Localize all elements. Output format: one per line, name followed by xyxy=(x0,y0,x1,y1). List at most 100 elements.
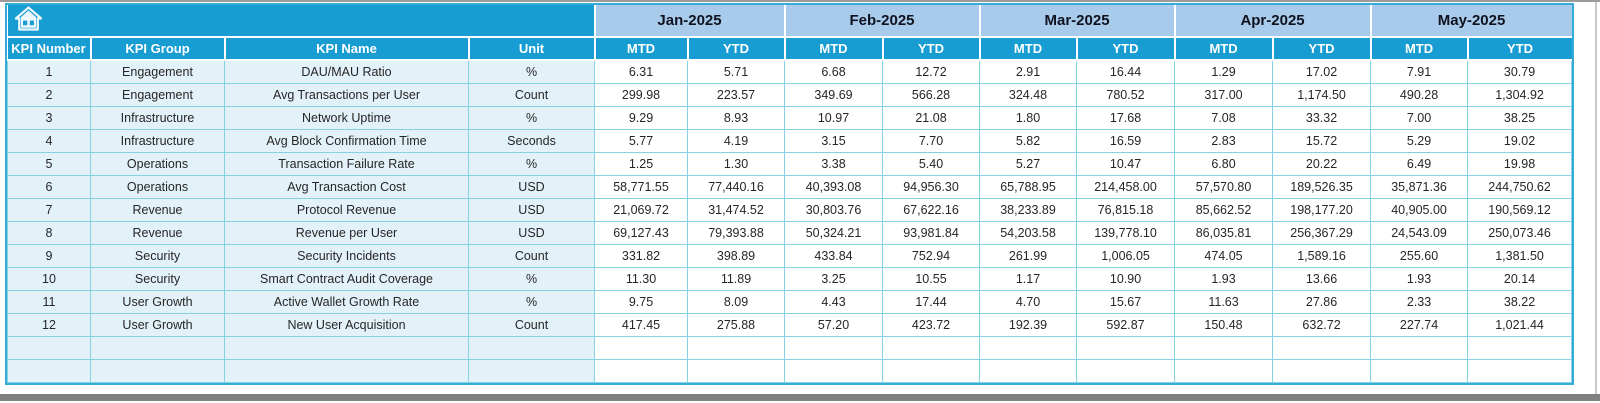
empty-cell[interactable] xyxy=(1076,335,1176,360)
home-icon[interactable] xyxy=(14,5,42,32)
kpi-group-cell[interactable]: User Growth xyxy=(90,289,225,314)
kpi-name-cell[interactable]: Security Incidents xyxy=(224,243,469,268)
empty-cell[interactable] xyxy=(1370,335,1469,360)
value-cell-apr-ytd[interactable]: 1,589.16 xyxy=(1272,243,1372,268)
kpi-unit-cell[interactable]: % xyxy=(468,289,595,314)
value-cell-jan-ytd[interactable]: 11.89 xyxy=(687,266,785,291)
value-cell-apr-ytd[interactable]: 33.32 xyxy=(1272,105,1372,130)
value-cell-may-ytd[interactable]: 38.25 xyxy=(1467,105,1573,130)
value-cell-feb-mtd[interactable]: 3.25 xyxy=(784,266,883,291)
kpi-group-cell[interactable]: Security xyxy=(90,243,225,268)
empty-cell[interactable] xyxy=(784,335,883,360)
kpi-group-cell[interactable]: Engagement xyxy=(90,59,225,84)
value-cell-jan-mtd[interactable]: 9.29 xyxy=(594,105,688,130)
value-cell-apr-mtd[interactable]: 2.83 xyxy=(1174,128,1274,153)
kpi-name-cell[interactable]: Revenue per User xyxy=(224,220,469,245)
value-cell-apr-ytd[interactable]: 189,526.35 xyxy=(1272,174,1372,199)
value-cell-may-mtd[interactable]: 2.33 xyxy=(1370,289,1469,314)
empty-cell[interactable] xyxy=(1272,335,1372,360)
value-cell-feb-ytd[interactable]: 752.94 xyxy=(881,243,981,268)
value-cell-may-ytd[interactable]: 19.02 xyxy=(1467,128,1573,153)
value-cell-apr-mtd[interactable]: 474.05 xyxy=(1174,243,1274,268)
value-cell-may-mtd[interactable]: 35,871.36 xyxy=(1370,174,1469,199)
value-cell-may-mtd[interactable]: 7.91 xyxy=(1370,59,1469,84)
value-cell-apr-ytd[interactable]: 632.72 xyxy=(1272,312,1372,337)
kpi-unit-cell[interactable]: USD xyxy=(468,174,595,199)
empty-cell[interactable] xyxy=(784,358,883,383)
col-header-feb-2025-mtd[interactable]: MTD xyxy=(783,37,883,61)
value-cell-apr-mtd[interactable]: 6.80 xyxy=(1174,151,1274,176)
value-cell-may-mtd[interactable]: 7.00 xyxy=(1370,105,1469,130)
value-cell-mar-mtd[interactable]: 1.80 xyxy=(979,105,1078,130)
kpi-number-cell[interactable]: 3 xyxy=(7,105,91,130)
value-cell-apr-ytd[interactable]: 15.72 xyxy=(1272,128,1372,153)
value-cell-apr-mtd[interactable]: 85,662.52 xyxy=(1174,197,1274,222)
kpi-name-cell[interactable]: Network Uptime xyxy=(224,105,469,130)
value-cell-may-mtd[interactable]: 1.93 xyxy=(1370,266,1469,291)
value-cell-feb-ytd[interactable]: 94,956.30 xyxy=(881,174,981,199)
value-cell-feb-ytd[interactable]: 12.72 xyxy=(881,59,981,84)
value-cell-mar-ytd[interactable]: 10.47 xyxy=(1076,151,1176,176)
col-header-kpi-number[interactable]: KPI Number xyxy=(7,37,91,61)
value-cell-jan-ytd[interactable]: 4.19 xyxy=(687,128,785,153)
value-cell-apr-mtd[interactable]: 86,035.81 xyxy=(1174,220,1274,245)
empty-cell[interactable] xyxy=(7,335,91,360)
value-cell-jan-mtd[interactable]: 21,069.72 xyxy=(594,197,688,222)
value-cell-feb-ytd[interactable]: 566.28 xyxy=(881,82,981,107)
value-cell-mar-ytd[interactable]: 139,778.10 xyxy=(1076,220,1176,245)
value-cell-feb-mtd[interactable]: 349.69 xyxy=(784,82,883,107)
empty-cell[interactable] xyxy=(881,358,981,383)
col-header-jan-2025-mtd[interactable]: MTD xyxy=(593,37,688,61)
value-cell-feb-ytd[interactable]: 7.70 xyxy=(881,128,981,153)
value-cell-mar-ytd[interactable]: 780.52 xyxy=(1076,82,1176,107)
col-header-kpi-name[interactable]: KPI Name xyxy=(223,37,469,61)
empty-cell[interactable] xyxy=(687,358,785,383)
kpi-number-cell[interactable]: 4 xyxy=(7,128,91,153)
value-cell-apr-mtd[interactable]: 317.00 xyxy=(1174,82,1274,107)
kpi-unit-cell[interactable]: USD xyxy=(468,197,595,222)
kpi-group-cell[interactable]: Security xyxy=(90,266,225,291)
value-cell-feb-ytd[interactable]: 21.08 xyxy=(881,105,981,130)
value-cell-may-mtd[interactable]: 255.60 xyxy=(1370,243,1469,268)
value-cell-mar-ytd[interactable]: 76,815.18 xyxy=(1076,197,1176,222)
kpi-group-cell[interactable]: User Growth xyxy=(90,312,225,337)
kpi-number-cell[interactable]: 12 xyxy=(7,312,91,337)
value-cell-jan-mtd[interactable]: 417.45 xyxy=(594,312,688,337)
value-cell-jan-mtd[interactable]: 1.25 xyxy=(594,151,688,176)
empty-cell[interactable] xyxy=(224,335,469,360)
kpi-group-cell[interactable]: Engagement xyxy=(90,82,225,107)
value-cell-mar-ytd[interactable]: 592.87 xyxy=(1076,312,1176,337)
empty-cell[interactable] xyxy=(1174,358,1274,383)
empty-cell[interactable] xyxy=(1370,358,1469,383)
value-cell-jan-ytd[interactable]: 8.09 xyxy=(687,289,785,314)
value-cell-feb-mtd[interactable]: 50,324.21 xyxy=(784,220,883,245)
value-cell-mar-mtd[interactable]: 54,203.58 xyxy=(979,220,1078,245)
value-cell-feb-mtd[interactable]: 433.84 xyxy=(784,243,883,268)
value-cell-mar-mtd[interactable]: 5.82 xyxy=(979,128,1078,153)
month-header-jan-2025[interactable]: Jan-2025 xyxy=(593,5,785,38)
value-cell-mar-ytd[interactable]: 16.59 xyxy=(1076,128,1176,153)
value-cell-mar-mtd[interactable]: 1.17 xyxy=(979,266,1078,291)
value-cell-apr-mtd[interactable]: 1.93 xyxy=(1174,266,1274,291)
value-cell-feb-ytd[interactable]: 67,622.16 xyxy=(881,197,981,222)
value-cell-feb-ytd[interactable]: 423.72 xyxy=(881,312,981,337)
empty-cell[interactable] xyxy=(7,358,91,383)
value-cell-jan-ytd[interactable]: 31,474.52 xyxy=(687,197,785,222)
value-cell-jan-mtd[interactable]: 58,771.55 xyxy=(594,174,688,199)
kpi-unit-cell[interactable]: Count xyxy=(468,312,595,337)
kpi-name-cell[interactable]: Avg Transactions per User xyxy=(224,82,469,107)
kpi-unit-cell[interactable]: % xyxy=(468,151,595,176)
value-cell-jan-ytd[interactable]: 1.30 xyxy=(687,151,785,176)
empty-cell[interactable] xyxy=(1467,358,1573,383)
value-cell-may-ytd[interactable]: 190,569.12 xyxy=(1467,197,1573,222)
empty-cell[interactable] xyxy=(1467,335,1573,360)
kpi-unit-cell[interactable]: % xyxy=(468,59,595,84)
kpi-number-cell[interactable]: 10 xyxy=(7,266,91,291)
value-cell-may-ytd[interactable]: 38.22 xyxy=(1467,289,1573,314)
kpi-name-cell[interactable]: Transaction Failure Rate xyxy=(224,151,469,176)
value-cell-jan-ytd[interactable]: 5.71 xyxy=(687,59,785,84)
month-header-feb-2025[interactable]: Feb-2025 xyxy=(783,5,980,38)
value-cell-mar-mtd[interactable]: 2.91 xyxy=(979,59,1078,84)
value-cell-feb-ytd[interactable]: 17.44 xyxy=(881,289,981,314)
empty-cell[interactable] xyxy=(687,335,785,360)
